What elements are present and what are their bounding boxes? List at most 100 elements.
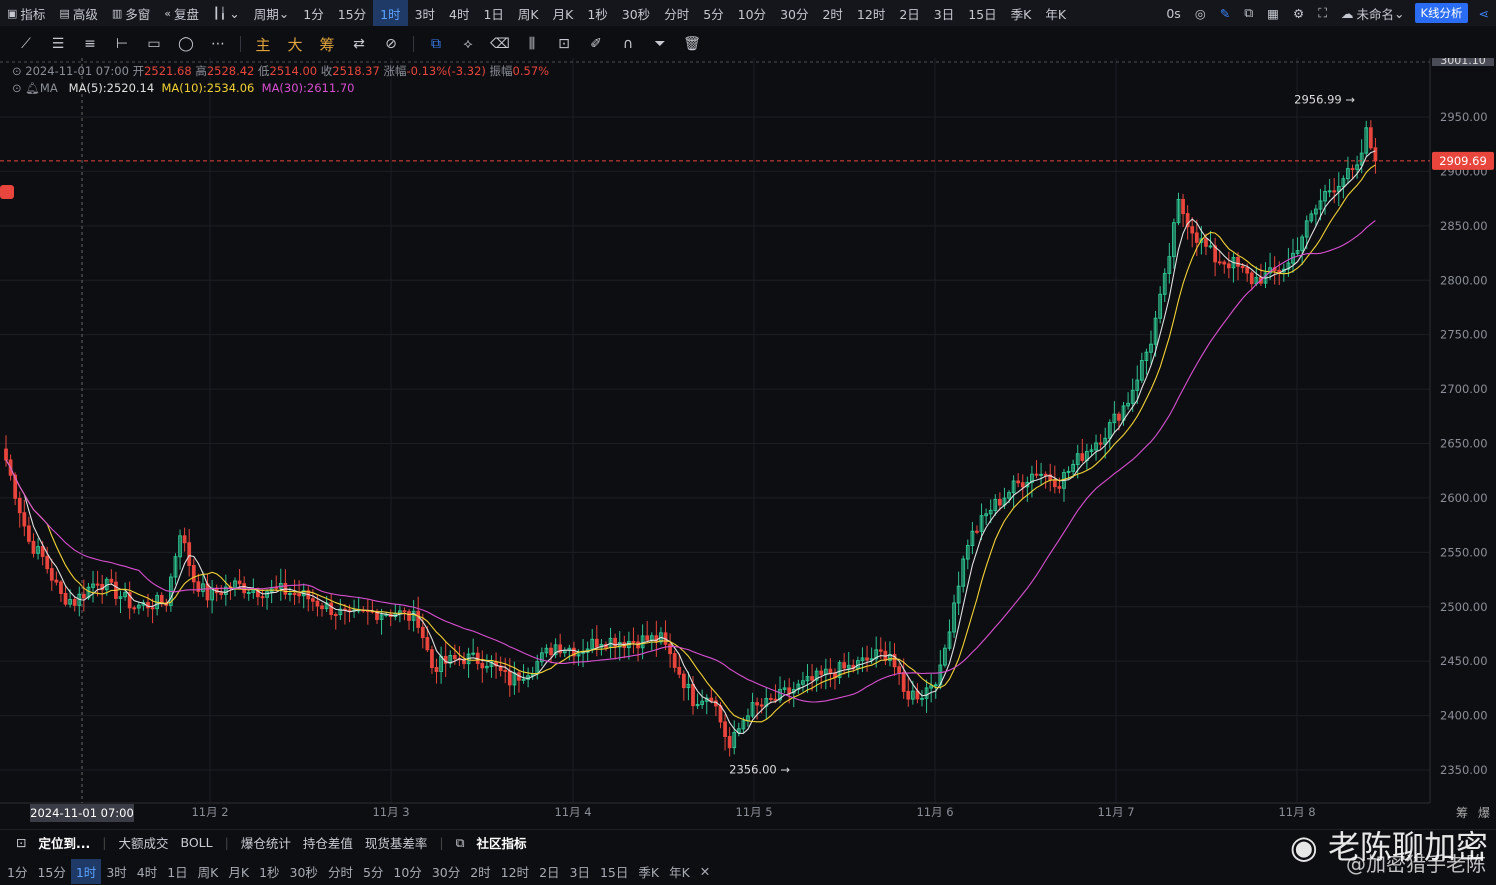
- horizontal-line-icon[interactable]: ⊢: [115, 36, 129, 52]
- swap-icon[interactable]: ⇄: [353, 36, 365, 52]
- more-icon[interactable]: ⋯: [211, 36, 225, 52]
- period-tab-20[interactable]: 年K: [669, 864, 690, 880]
- period-tab-12[interactable]: 10分: [393, 864, 422, 880]
- period-tab-18[interactable]: 15日: [599, 864, 629, 880]
- period-tab-0[interactable]: 1分: [7, 864, 28, 880]
- chart-type-button[interactable]: ┃╽ ⌄: [206, 0, 247, 26]
- period-tab-6[interactable]: 周K: [197, 864, 219, 880]
- crosshair-badge: [30, 804, 134, 822]
- period-tab-4[interactable]: 4时: [449, 6, 470, 22]
- period-tab-7[interactable]: 月K: [552, 6, 574, 22]
- candle-body: [929, 685, 934, 689]
- circle-icon[interactable]: ◯: [178, 36, 194, 52]
- candle-body: [736, 728, 741, 734]
- period-tab-6[interactable]: 周K: [517, 6, 539, 22]
- kline-analysis-button[interactable]: K线分析: [1415, 3, 1468, 23]
- ruler-icon[interactable]: ⟡: [463, 36, 473, 52]
- chips-tool[interactable]: 筹: [319, 35, 335, 54]
- copy-icon[interactable]: ⧉: [431, 36, 441, 52]
- fullscreen-icon[interactable]: ⛶: [1318, 5, 1327, 20]
- period-tab-14[interactable]: 2时: [822, 6, 843, 22]
- period-tab-0[interactable]: 1分: [303, 6, 324, 22]
- left-event-badge: [0, 185, 14, 199]
- period-tab-13[interactable]: 30分: [780, 6, 809, 22]
- period-tab-4[interactable]: 4时: [136, 864, 158, 880]
- period-tab-5[interactable]: 1日: [483, 6, 504, 22]
- period-tab-17[interactable]: 3日: [933, 6, 955, 22]
- candle-body: [379, 614, 384, 620]
- locate-icon[interactable]: ⊡: [16, 835, 27, 850]
- main-tool[interactable]: 主: [255, 35, 271, 54]
- channel-icon[interactable]: ≡: [84, 36, 96, 52]
- period-tab-15[interactable]: 12时: [856, 6, 886, 22]
- note-icon[interactable]: ✐: [590, 36, 602, 52]
- period-tab-19[interactable]: 季K: [1010, 6, 1032, 22]
- template-icon[interactable]: ▦: [1267, 5, 1279, 21]
- big-trades-button[interactable]: 大额成交: [118, 836, 169, 851]
- candlestick-chart[interactable]: 2350.00 2400.00 2450.00 2500.00 2550.00 2600.…: [0, 58, 1496, 828]
- period-tab-1[interactable]: 15分: [37, 864, 66, 880]
- locate-button[interactable]: 定位到...: [38, 836, 91, 851]
- camera-icon[interactable]: ◎: [1194, 5, 1206, 21]
- period-tab-16[interactable]: 2日: [539, 864, 560, 880]
- eraser-icon[interactable]: ⌫: [490, 36, 510, 52]
- ma-info: ⊙ 🔔︎MA MA(5):2520.14 MA(10):2534.06 MA(3…: [12, 81, 355, 95]
- period-tab-11[interactable]: 5分: [703, 6, 724, 22]
- period-tab-3[interactable]: 3时: [106, 864, 127, 880]
- magnet-icon[interactable]: ∩: [622, 36, 634, 52]
- period-tab-12[interactable]: 10分: [737, 6, 767, 22]
- period-tab-8[interactable]: 1秒: [259, 864, 280, 880]
- advanced-button[interactable]: ▤ 高级: [59, 6, 98, 22]
- period-tab-9[interactable]: 30秒: [621, 6, 651, 22]
- hide-drawing-icon[interactable]: ⊘: [385, 36, 397, 52]
- lock-icon[interactable]: ⊡: [558, 36, 570, 52]
- replay-button[interactable]: «复盘: [164, 6, 200, 22]
- line-icon[interactable]: ⟋: [21, 36, 31, 52]
- period-tabs: 1分 15分 1时 3时 4时 1日 周K 月K 1秒 30秒 分时 5分 10分 30分 2时 12时 2日 3…: [296, 0, 1073, 26]
- basis-button[interactable]: 现货基差率: [364, 836, 428, 851]
- pen-icon[interactable]: ✎: [1219, 5, 1231, 21]
- period-tab-2[interactable]: 1时: [373, 0, 408, 26]
- period-tab-15[interactable]: 12时: [500, 864, 530, 880]
- period-tab-20[interactable]: 年K: [1045, 6, 1067, 22]
- layout-name-dropdown[interactable]: ☁ 未命名 ⌄: [1340, 5, 1405, 22]
- period-tab-5[interactable]: 1日: [167, 864, 188, 880]
- filter-icon[interactable]: ⏷: [654, 36, 666, 52]
- period-tab-8[interactable]: 1秒: [587, 6, 608, 22]
- period-tab-11[interactable]: 5分: [362, 864, 384, 880]
- close-icon[interactable]: ✕: [699, 863, 711, 879]
- period-tab-9[interactable]: 30秒: [289, 864, 318, 880]
- candle-body: [1016, 480, 1021, 484]
- settings-circle-icon[interactable]: ⊙: [12, 64, 26, 78]
- period-tab-1[interactable]: 15分: [337, 6, 367, 22]
- period-tab-14[interactable]: 2时: [470, 864, 491, 880]
- settings-circle-icon[interactable]: ⊙: [12, 81, 26, 95]
- indicator-button[interactable]: ▣ 指标: [7, 6, 46, 22]
- period-tab-16[interactable]: 2日: [899, 6, 920, 22]
- period-tab-19[interactable]: 季K: [638, 864, 660, 880]
- share-icon[interactable]: ⋖: [1478, 5, 1489, 21]
- big-tool[interactable]: 大: [287, 35, 303, 54]
- period-tab-10[interactable]: 分时: [664, 6, 690, 22]
- bell-icon[interactable]: 🔔︎: [25, 81, 40, 95]
- gear-icon[interactable]: ⚙: [1292, 5, 1305, 21]
- community-icon[interactable]: ⧉: [455, 834, 465, 850]
- period-tab-2[interactable]: 1时: [70, 858, 102, 884]
- boll-button[interactable]: BOLL: [180, 835, 213, 850]
- period-tab-3[interactable]: 3时: [414, 6, 436, 22]
- candles-icon[interactable]: ⫼: [528, 36, 536, 52]
- period-dropdown[interactable]: 周期 ⌄: [253, 5, 290, 22]
- trash-icon[interactable]: 🗑: [683, 36, 701, 52]
- period-tab-7[interactable]: 月K: [228, 864, 250, 880]
- community-indicator-button[interactable]: 社区指标: [476, 836, 527, 851]
- period-tab-10[interactable]: 分时: [327, 864, 353, 880]
- period-tab-18[interactable]: 15日: [968, 6, 997, 22]
- oi-diff-button[interactable]: 持仓差值: [302, 836, 353, 851]
- period-tab-13[interactable]: 30分: [431, 864, 461, 880]
- period-tab-17[interactable]: 3日: [569, 864, 590, 880]
- parallel-lines-icon[interactable]: ☰: [51, 36, 65, 52]
- multi-window-button[interactable]: ▥ 多窗: [111, 6, 151, 22]
- rectangle-icon[interactable]: ▭: [147, 36, 161, 52]
- liquidation-button[interactable]: 爆仓统计: [240, 836, 291, 851]
- copy-icon[interactable]: ⧉: [1244, 5, 1254, 20]
